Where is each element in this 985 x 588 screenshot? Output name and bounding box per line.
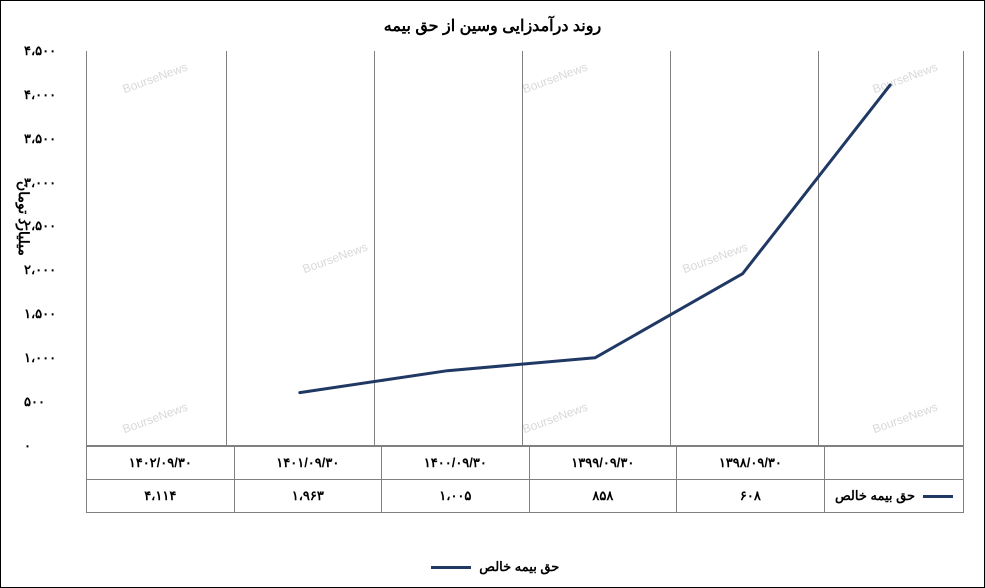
- category-cell: ۱۴۰۱/۰۹/۳۰: [234, 447, 382, 480]
- y-tick: ۴،۵۰۰: [24, 43, 79, 59]
- category-cell: ۱۳۹۹/۰۹/۳۰: [529, 447, 677, 480]
- plot-area: [86, 51, 964, 446]
- line-series-svg: [86, 51, 964, 446]
- table-row-categories: ۱۳۹۸/۰۹/۳۰ ۱۳۹۹/۰۹/۳۰ ۱۴۰۰/۰۹/۳۰ ۱۴۰۱/۰۹…: [87, 447, 964, 480]
- category-cell: ۱۴۰۲/۰۹/۳۰: [87, 447, 235, 480]
- value-cell: ۱،۹۶۳: [234, 480, 382, 513]
- series-line-icon: [923, 495, 953, 498]
- legend: حق بیمه خالص: [1, 559, 984, 575]
- y-tick: ۱،۰۰۰: [24, 350, 79, 366]
- value-cell: ۱،۰۰۵: [382, 480, 530, 513]
- value-cell: ۸۵۸: [529, 480, 677, 513]
- y-tick: ۳،۵۰۰: [24, 131, 79, 147]
- value-cell: ۴،۱۱۴: [87, 480, 235, 513]
- chart-container: روند درآمدزایی وسین از حق بیمه میلیارد ت…: [0, 0, 985, 588]
- y-tick: ۲،۰۰۰: [24, 262, 79, 278]
- row-header-blank: [824, 447, 963, 480]
- category-cell: ۱۴۰۰/۰۹/۳۰: [382, 447, 530, 480]
- legend-label: حق بیمه خالص: [479, 559, 559, 574]
- y-tick: ۲،۵۰۰: [24, 218, 79, 234]
- y-tick: ۵۰۰: [24, 394, 79, 410]
- chart-title: روند درآمدزایی وسین از حق بیمه: [1, 16, 984, 36]
- y-tick: ۰: [24, 438, 79, 454]
- data-table: ۱۳۹۸/۰۹/۳۰ ۱۳۹۹/۰۹/۳۰ ۱۴۰۰/۰۹/۳۰ ۱۴۰۱/۰۹…: [86, 446, 964, 513]
- series-name-label: حق بیمه خالص: [835, 488, 915, 503]
- y-tick: ۱،۵۰۰: [24, 306, 79, 322]
- row-header-series: حق بیمه خالص: [824, 480, 963, 513]
- table-row-values: حق بیمه خالص ۶۰۸ ۸۵۸ ۱،۰۰۵ ۱،۹۶۳ ۴،۱۱۴: [87, 480, 964, 513]
- y-tick: ۴،۰۰۰: [24, 87, 79, 103]
- legend-line-icon: [431, 566, 471, 569]
- category-cell: ۱۳۹۸/۰۹/۳۰: [677, 447, 825, 480]
- y-tick: ۳،۰۰۰: [24, 175, 79, 191]
- value-cell: ۶۰۸: [677, 480, 825, 513]
